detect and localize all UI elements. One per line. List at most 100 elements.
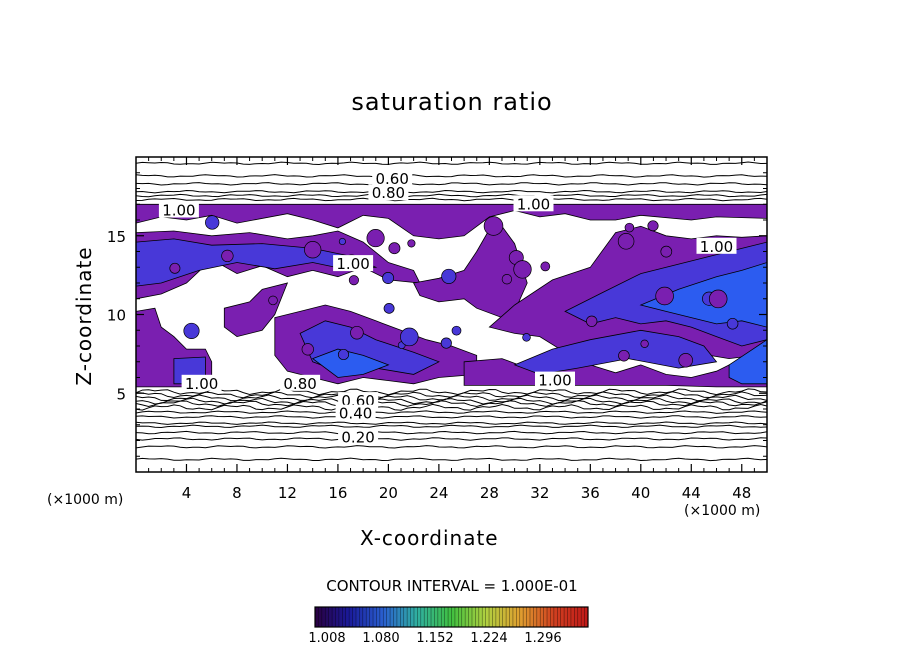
colorbar-tick-label: 1.224	[470, 631, 507, 646]
fill-small-cell	[617, 233, 635, 250]
fill-small-cell	[221, 249, 234, 263]
fill-small-cell	[366, 229, 385, 248]
contour-line	[136, 193, 767, 198]
contour-label: 1.00	[538, 372, 571, 390]
colorbar-tick-label: 1.008	[308, 631, 345, 646]
contour-label: 1.00	[185, 375, 218, 393]
x-tick-label: 28	[480, 484, 499, 502]
contour-line	[136, 410, 767, 414]
contour-line	[136, 421, 767, 425]
fill-small-cell	[451, 325, 462, 336]
fill-small-cell	[655, 286, 674, 306]
contour-line	[136, 197, 767, 202]
contour-label-bg	[513, 195, 554, 212]
contour-line	[136, 388, 767, 396]
contour-labels: 0.600.801.001.001.001.001.00 1.000.800.60…	[158, 170, 737, 446]
contour-lines	[136, 161, 767, 462]
contour-label-bg	[338, 392, 379, 409]
saturation-fill-regions	[136, 203, 767, 388]
x-axis-label: X-coordinate	[360, 526, 499, 550]
x-tick-label: 44	[682, 484, 701, 502]
contour-label: 1.00	[517, 195, 550, 213]
fill-small-cell	[440, 337, 452, 349]
contour-label-bg	[181, 374, 222, 391]
x-tick-label: 32	[530, 484, 549, 502]
x-tick-label: 20	[379, 484, 398, 502]
x-tick-label: 4	[182, 484, 192, 502]
contour-line	[136, 400, 767, 408]
contour-line	[136, 437, 767, 441]
y-axis-label: Z-coordinate	[72, 246, 96, 386]
contour-line	[136, 457, 767, 462]
fill-small-cell	[678, 353, 693, 368]
fill-small-cell	[708, 289, 728, 309]
fill-small-cell	[513, 260, 532, 279]
fill-small-cell	[268, 295, 278, 306]
fill-small-cell	[400, 327, 419, 347]
x-unit-label-left: (×1000 m)	[47, 492, 124, 508]
contour-line	[136, 397, 767, 405]
contour-label-bg	[280, 374, 321, 391]
fill-small-cell	[441, 268, 457, 284]
fill-small-cell	[338, 237, 346, 246]
x-tick-label: 8	[232, 484, 242, 502]
colorbar-tick-label: 1.152	[416, 631, 453, 646]
x-tick-label: 16	[328, 484, 347, 502]
x-unit-label-right: (×1000 m)	[684, 503, 761, 519]
fill-small-cell	[647, 220, 659, 232]
colorbar-tick-label: 1.080	[362, 631, 399, 646]
fill-small-cell	[205, 215, 220, 230]
fill-small-cell	[586, 315, 598, 327]
contour-label: 0.60	[375, 170, 408, 188]
fill-small-cell	[483, 216, 504, 236]
chart-title: saturation ratio	[351, 88, 553, 116]
contour-line	[136, 445, 767, 449]
contour-line	[136, 189, 767, 194]
fill-small-cell	[383, 303, 395, 314]
fill-small-cell	[304, 241, 322, 259]
fill-small-cell	[501, 274, 513, 285]
fill-small-cell	[624, 222, 635, 233]
contour-label: 0.80	[372, 184, 405, 202]
contour-line	[136, 394, 767, 402]
y-tick-label: 15	[107, 228, 126, 246]
colorbar: 1.008 1.080 1.152 1.224 1.296	[308, 606, 589, 646]
contour-line	[136, 161, 767, 166]
fill-small-cell	[348, 275, 359, 286]
fill-small-cell	[407, 239, 416, 248]
y-tick-label: 5	[116, 385, 126, 403]
contour-label-bg	[333, 255, 374, 272]
contour-label-bg	[696, 237, 737, 254]
colorbar-frame	[314, 606, 589, 628]
fill-small-cell	[618, 349, 630, 362]
y-tick-label: 10	[107, 307, 126, 325]
contour-line	[136, 182, 767, 186]
contour-line	[136, 430, 767, 435]
contour-label-bg	[338, 428, 379, 445]
x-tick-label: 40	[631, 484, 650, 502]
x-tick-label: 36	[581, 484, 600, 502]
fill-lower-mid-high	[311, 348, 390, 378]
contour-label-bg	[372, 170, 413, 187]
colorbar-tick-label: 1.296	[524, 631, 561, 646]
contour-line	[136, 403, 767, 411]
fill-small-cell	[337, 348, 350, 361]
contour-line	[136, 174, 767, 178]
contour-interval-label: CONTOUR INTERVAL = 1.000E-01	[326, 577, 578, 595]
fill-small-cell	[522, 333, 531, 342]
fill-small-cell	[726, 317, 739, 330]
fill-upper-layer	[136, 203, 767, 240]
contour-label-bg	[158, 201, 199, 218]
x-tick-label: 24	[429, 484, 448, 502]
contour-label: 1.00	[336, 255, 369, 273]
contour-label-bg	[535, 371, 575, 388]
contour-label: 1.00	[700, 238, 733, 256]
contour-label: 0.40	[339, 405, 372, 423]
fill-small-cell	[382, 272, 395, 284]
contour-label-bg	[368, 184, 409, 201]
x-tick-label: 12	[278, 484, 297, 502]
fill-small-cell	[388, 242, 401, 255]
fill-small-cell	[540, 261, 551, 272]
